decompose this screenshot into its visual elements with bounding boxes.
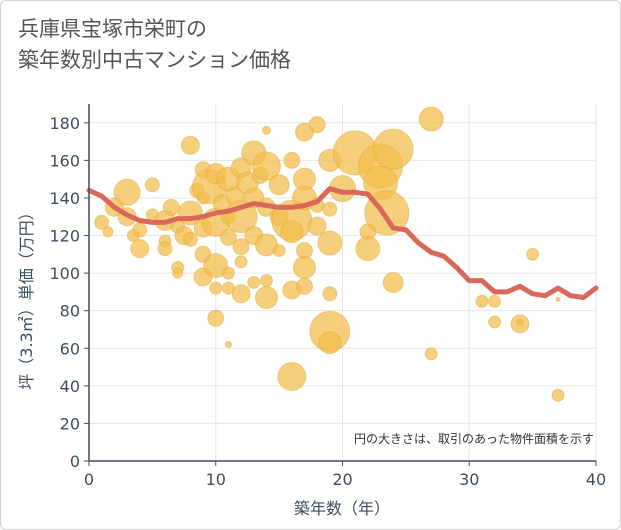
bubble-point <box>526 247 540 261</box>
y-tick-label: 20 <box>60 414 80 433</box>
y-tick-label: 180 <box>49 114 80 133</box>
bubble-point <box>254 286 278 310</box>
bubble-point <box>209 281 223 295</box>
bubble-point <box>292 255 316 279</box>
bubble-point <box>317 230 343 256</box>
tick-labels: 0 10 20 30 40 0 20 40 60 80 100 120 140 160 180 <box>49 114 606 489</box>
y-axis-label: 坪（3.3㎡）単価（万円） <box>17 204 36 389</box>
y-tick-label: 100 <box>49 264 80 283</box>
y-tick-label: 60 <box>60 339 80 358</box>
bubble-series <box>94 106 565 402</box>
x-tick-label: 30 <box>459 470 479 489</box>
bubble-point <box>308 116 326 134</box>
bubble-point <box>488 315 502 329</box>
bubble-point <box>130 239 150 259</box>
bubble-point <box>203 253 229 279</box>
chart-title: 兵庫県宝塚市栄町の 築年数別中古マンション価格 <box>18 14 291 76</box>
bubble-point <box>144 177 160 193</box>
bubble-size-note: 円の大きさは、取引のあった物件面積を示す <box>354 431 594 446</box>
bubble-point <box>261 125 271 135</box>
y-tick-label: 160 <box>49 151 80 170</box>
bubble-point <box>251 151 281 181</box>
bubble-point <box>157 241 173 257</box>
y-tick-label: 120 <box>49 227 80 246</box>
bubble-point <box>224 341 232 349</box>
bubble-point <box>247 276 261 289</box>
bubble-point <box>180 135 200 155</box>
bubble-point <box>488 294 502 308</box>
bubble-point <box>172 267 184 279</box>
bubble-point <box>221 266 235 280</box>
bubble-point <box>355 236 381 262</box>
bubble-point <box>268 174 290 196</box>
bubble-point <box>280 220 304 244</box>
bubble-point <box>516 318 524 326</box>
title-line-2: 築年数別中古マンション価格 <box>18 48 291 72</box>
bubble-point <box>307 216 327 236</box>
bubble-point <box>94 214 110 230</box>
bubble-point <box>132 222 148 238</box>
bubble-point <box>322 286 338 302</box>
bubble-point <box>322 201 338 217</box>
bubble-point <box>207 309 225 327</box>
bubble-point <box>162 198 180 216</box>
bubble-point <box>113 178 141 206</box>
title-line-1: 兵庫県宝塚市栄町の <box>18 17 207 41</box>
x-axis-label: 築年数（年） <box>294 499 390 518</box>
x-tick-label: 40 <box>586 470 606 489</box>
bubble-point <box>272 244 286 258</box>
x-tick-label: 20 <box>332 470 352 489</box>
bubble-point <box>551 388 565 402</box>
bubble-point <box>372 128 414 170</box>
bubble-point <box>277 361 307 391</box>
y-tick-label: 40 <box>60 377 80 396</box>
bubble-point <box>424 347 438 361</box>
bubble-point <box>318 331 342 355</box>
average-line-series <box>86 186 599 300</box>
bubble-point <box>555 296 561 302</box>
x-tick-label: 0 <box>84 470 94 489</box>
y-tick-label: 0 <box>70 452 80 471</box>
bubble-point <box>295 277 313 295</box>
bubble-point <box>418 106 444 132</box>
bubble-point <box>234 255 248 269</box>
bubble-point <box>182 231 198 247</box>
y-tick-label: 80 <box>60 302 80 321</box>
bubble-point <box>102 226 114 238</box>
bubble-point <box>219 228 237 246</box>
bubble-point <box>259 274 273 288</box>
x-tick-label: 10 <box>206 470 226 489</box>
bubble-point <box>232 238 250 256</box>
bubble-point <box>382 272 404 293</box>
bubble-point <box>475 294 489 308</box>
y-tick-label: 140 <box>49 189 80 208</box>
bubble-point <box>283 151 301 169</box>
bubble-point <box>231 284 251 304</box>
average-price-line <box>86 186 599 300</box>
